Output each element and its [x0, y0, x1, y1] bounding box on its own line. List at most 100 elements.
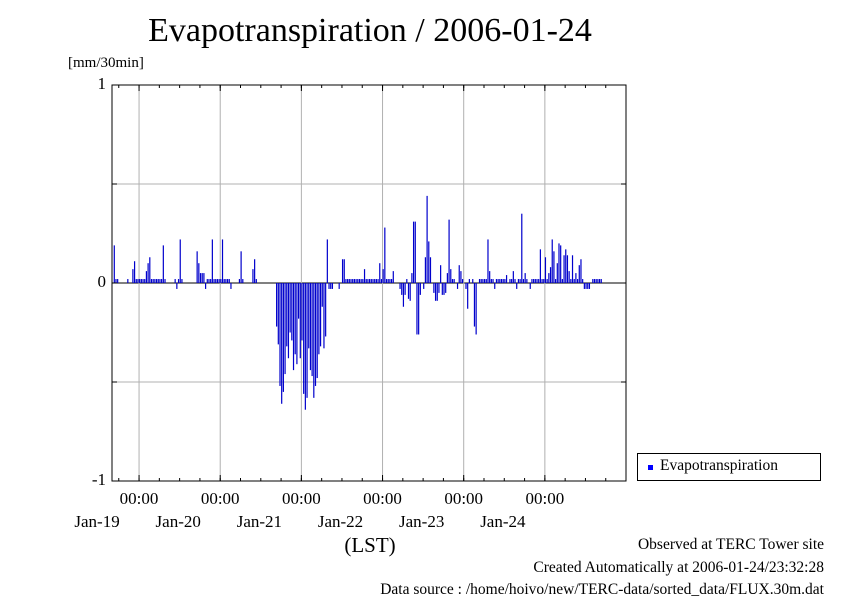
bar [360, 279, 362, 283]
bar [411, 273, 413, 283]
bar [385, 279, 388, 283]
bar [238, 279, 241, 283]
bar [161, 279, 163, 283]
bar [284, 283, 286, 375]
bar [152, 279, 154, 283]
bar [483, 279, 486, 283]
bar [582, 279, 584, 283]
bar [142, 279, 144, 283]
legend-label: Evapotranspiration [660, 457, 778, 474]
bar [147, 263, 149, 283]
bar [529, 283, 531, 289]
bar [389, 279, 391, 283]
bar [117, 279, 119, 283]
bar [181, 279, 183, 283]
bar [424, 257, 427, 283]
bar [531, 279, 533, 283]
bar [208, 279, 210, 283]
bar [355, 279, 357, 283]
bar [357, 279, 359, 283]
bar [343, 259, 345, 283]
bar [587, 283, 589, 289]
bar [201, 273, 203, 283]
bar [277, 283, 279, 345]
bar [276, 283, 278, 327]
bar [480, 279, 482, 283]
bar [132, 269, 134, 283]
bar [438, 283, 440, 293]
bar [494, 283, 496, 289]
bar [407, 283, 410, 299]
bar [330, 283, 332, 289]
bar [282, 283, 284, 392]
bar [177, 279, 180, 283]
axis-ticks [112, 84, 626, 482]
bar [226, 279, 229, 283]
bar [252, 269, 254, 283]
x-tick-date-label: Jan-20 [155, 512, 201, 531]
bar [573, 279, 575, 283]
bar [511, 279, 513, 283]
bar [516, 283, 518, 289]
y-tick-label: -1 [91, 470, 106, 489]
bar [206, 279, 208, 283]
bar [497, 279, 499, 283]
bar [600, 279, 602, 283]
bar [338, 283, 340, 289]
bar [468, 279, 470, 283]
bar [426, 195, 428, 283]
bar [240, 251, 242, 283]
bar [475, 283, 477, 335]
bar [211, 239, 213, 283]
x-axis-label: (LST) [344, 533, 396, 557]
bar [597, 279, 599, 283]
bar [314, 283, 317, 386]
bar [563, 255, 565, 283]
bar [316, 283, 318, 379]
bar [598, 279, 601, 283]
bar [566, 255, 569, 283]
bar [560, 245, 562, 283]
bar [162, 245, 164, 283]
bar [379, 263, 381, 283]
bar [306, 283, 308, 398]
bar [402, 283, 405, 307]
bar [286, 283, 288, 347]
x-tick-time-label: 00:00 [200, 489, 240, 508]
bar [485, 279, 487, 283]
bar [358, 279, 361, 283]
bar [543, 279, 545, 283]
bar [521, 213, 523, 283]
bar [412, 221, 415, 283]
bar [220, 279, 222, 283]
footer-created-timestamp: Created Automatically at 2006-01-24/23:3… [533, 559, 824, 576]
bar [509, 279, 511, 283]
bar [478, 279, 481, 283]
bar [299, 283, 301, 359]
bar [489, 271, 491, 283]
x-tick-time-label: 00:00 [525, 489, 565, 508]
bar [592, 279, 594, 283]
bar [221, 239, 224, 283]
bar [578, 265, 580, 283]
bar [390, 279, 393, 283]
x-tick-date-label: Jan-21 [236, 512, 283, 531]
bar [313, 283, 315, 398]
bar [323, 283, 325, 349]
bar [352, 279, 354, 283]
bar [203, 273, 205, 283]
bar [155, 279, 158, 283]
bar [321, 283, 323, 307]
bar [179, 239, 181, 283]
bar [341, 259, 344, 283]
bar [575, 273, 577, 283]
bar [369, 279, 371, 283]
bar [450, 269, 452, 283]
bar [416, 283, 418, 335]
bar [451, 279, 454, 283]
bar [311, 283, 313, 377]
bar [565, 249, 567, 283]
bar [482, 279, 484, 283]
bar [538, 279, 540, 283]
bar [255, 279, 257, 283]
